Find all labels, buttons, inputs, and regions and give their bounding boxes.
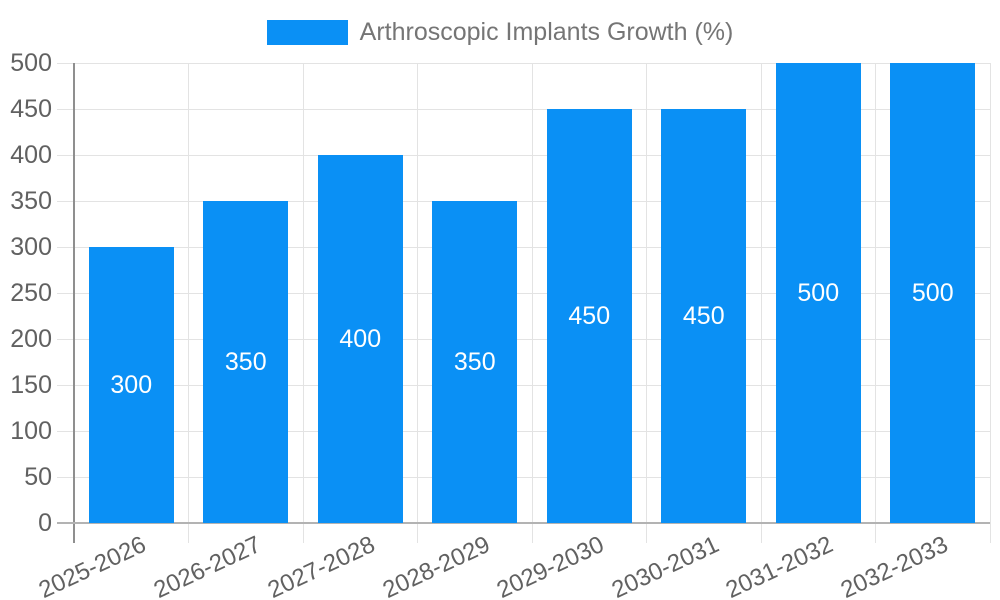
y-axis-tick-label: 400 [10,141,52,169]
h-gridline [57,292,990,294]
bar-value-label: 300 [110,371,153,399]
bar[interactable]: 500 [890,63,976,523]
h-gridline [57,246,990,248]
y-axis-tick-label: 0 [38,509,52,537]
x-axis-tick-label: 2025-2026 [35,531,151,600]
y-axis-tick-label: 250 [10,279,52,307]
h-gridline [57,200,990,202]
h-gridline [57,154,990,156]
h-gridline [57,108,990,110]
bar-value-label: 350 [224,348,267,376]
y-axis-tick-label: 200 [10,325,52,353]
x-axis-tick-label: 2030-2031 [607,531,724,600]
y-axis-tick-label: 50 [24,463,52,491]
v-gridline [531,63,533,543]
x-axis-tick-label: 2028-2029 [378,531,495,600]
bar[interactable]: 300 [88,247,174,523]
bar-value-label: 450 [682,302,725,330]
bar-value-label: 500 [911,279,954,307]
v-gridline [875,63,876,543]
bar[interactable]: 450 [661,109,747,523]
bar[interactable]: 500 [775,63,861,523]
x-axis-tick-label: 2027-2028 [264,531,380,600]
legend-swatch[interactable] [266,19,348,45]
h-gridline [57,338,990,340]
chart-legend: Arthroscopic Implants Growth (%) [0,17,1000,47]
bar-value-label: 450 [568,302,611,330]
bar[interactable]: 350 [203,201,289,523]
bar-value-label: 500 [797,279,840,307]
y-axis-tick-label: 350 [10,187,52,215]
bar-value-label: 350 [453,348,496,376]
x-axis-tick-label: 2031-2032 [722,531,838,600]
y-axis-tick-label: 100 [10,417,52,445]
h-gridline [57,384,990,386]
v-gridline [302,63,304,543]
v-gridline [188,63,189,543]
h-gridline [57,476,990,478]
x-axis-tick-label: 2029-2030 [493,531,609,600]
bar[interactable]: 450 [546,109,632,523]
h-gridline [57,62,990,64]
x-axis-tick-label: 2026-2027 [149,531,266,600]
v-gridline [989,63,991,543]
y-axis-tick-label: 150 [10,371,52,399]
v-gridline [760,63,762,543]
bar[interactable]: 400 [317,155,403,523]
y-axis-tick-label: 450 [10,95,52,123]
v-gridline [646,63,647,543]
y-axis-tick-label: 500 [10,49,52,77]
v-gridline [417,63,418,543]
x-axis-tick-label: 2032-2033 [836,531,953,600]
y-axis-line [73,63,75,543]
h-gridline [57,430,990,432]
x-axis-line [57,522,990,524]
bar[interactable]: 350 [432,201,518,523]
legend-label[interactable]: Arthroscopic Implants Growth (%) [359,18,734,46]
bar-value-label: 400 [339,325,382,353]
y-axis-tick-label: 300 [10,233,52,261]
